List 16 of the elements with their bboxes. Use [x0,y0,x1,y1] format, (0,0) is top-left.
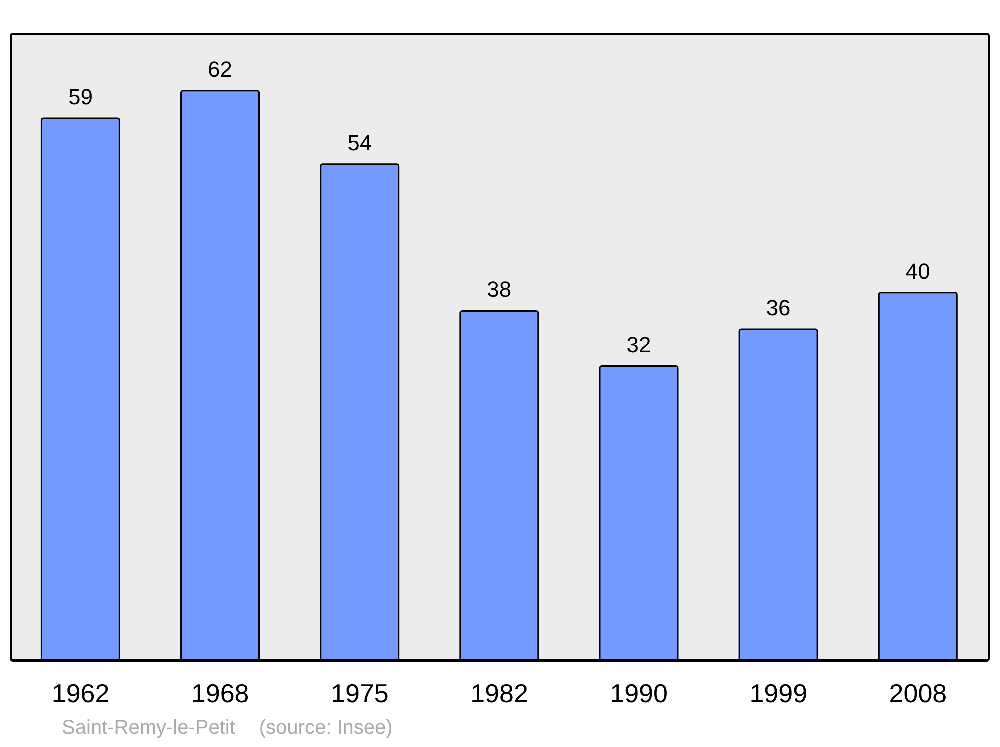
data-label: 36 [766,296,791,321]
text: (source: Insee) [259,717,393,739]
x-tick-label: 1962 [52,678,110,708]
data-label: 62 [208,56,233,82]
data-label: 54 [348,130,372,156]
data-label: 38 [487,277,512,302]
data-label: 32 [626,332,652,358]
x-tick-label: 1968 [191,678,250,708]
data-label: 59 [68,84,93,110]
data-label: 40 [906,258,930,284]
x-tick-label: 1975 [331,678,389,708]
x-tick-label: 1982 [470,678,528,708]
x-tick-label: 1999 [750,678,808,708]
x-tick-label: 2008 [889,678,948,708]
x-tick-label: 1990 [610,678,668,708]
text: Saint-Remy-le-Petit [62,717,236,739]
